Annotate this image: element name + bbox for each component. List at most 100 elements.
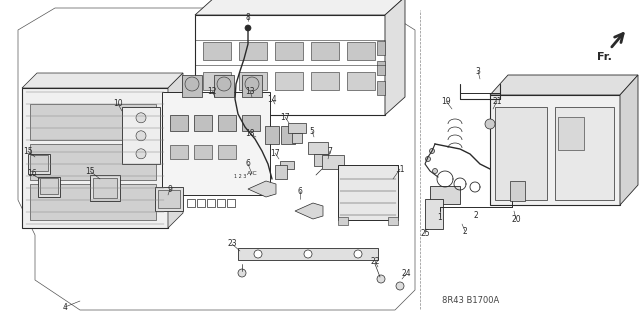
Bar: [30, 184, 156, 220]
Bar: [338, 165, 398, 220]
Polygon shape: [168, 73, 183, 228]
Bar: [275, 42, 303, 60]
Bar: [22, 88, 168, 228]
Text: 12: 12: [207, 86, 217, 95]
Bar: [158, 190, 180, 208]
Bar: [170, 115, 188, 131]
Bar: [275, 165, 287, 179]
Bar: [242, 75, 262, 97]
Bar: [377, 81, 385, 95]
Text: 25: 25: [420, 229, 430, 239]
Text: 21: 21: [492, 97, 502, 106]
Bar: [281, 125, 295, 144]
Bar: [347, 72, 375, 90]
Polygon shape: [620, 75, 638, 205]
Polygon shape: [490, 75, 638, 95]
Text: 20: 20: [511, 214, 521, 224]
Circle shape: [136, 131, 146, 141]
Polygon shape: [385, 0, 405, 115]
Text: 1: 1: [438, 212, 442, 221]
Bar: [377, 41, 385, 55]
Bar: [308, 142, 328, 154]
Bar: [347, 42, 375, 60]
Text: A/C: A/C: [246, 170, 257, 175]
Bar: [314, 154, 328, 166]
Bar: [122, 108, 160, 164]
Bar: [495, 107, 547, 200]
Text: 16: 16: [27, 169, 37, 179]
Text: 10: 10: [113, 100, 123, 108]
Bar: [93, 178, 117, 198]
Bar: [311, 72, 339, 90]
Bar: [155, 187, 183, 211]
Bar: [40, 178, 58, 194]
Polygon shape: [248, 181, 276, 197]
Bar: [280, 161, 294, 169]
Circle shape: [304, 250, 312, 258]
Bar: [195, 15, 385, 115]
Bar: [218, 145, 236, 159]
Text: 18: 18: [245, 130, 255, 138]
Bar: [30, 104, 156, 140]
Text: 2: 2: [474, 211, 478, 219]
Circle shape: [433, 168, 438, 174]
Bar: [311, 42, 339, 60]
Text: 14: 14: [267, 94, 277, 103]
Polygon shape: [295, 203, 323, 219]
Text: 7: 7: [328, 146, 332, 155]
Text: 1 2 3: 1 2 3: [234, 174, 246, 180]
Bar: [557, 117, 584, 150]
Bar: [28, 154, 50, 174]
Circle shape: [426, 157, 431, 161]
Circle shape: [136, 149, 146, 159]
Bar: [239, 42, 267, 60]
Bar: [182, 75, 202, 97]
Text: 11: 11: [396, 165, 404, 174]
Text: 3: 3: [476, 66, 481, 76]
Circle shape: [485, 119, 495, 129]
Circle shape: [254, 250, 262, 258]
Bar: [30, 144, 156, 180]
Bar: [238, 248, 378, 260]
Bar: [203, 42, 231, 60]
Bar: [207, 199, 215, 207]
Circle shape: [354, 250, 362, 258]
Bar: [288, 123, 306, 133]
Bar: [214, 75, 234, 97]
Bar: [338, 217, 348, 225]
Circle shape: [377, 275, 385, 283]
Text: 8: 8: [246, 12, 250, 21]
Circle shape: [238, 269, 246, 277]
Bar: [30, 155, 48, 171]
Text: 22: 22: [371, 256, 380, 265]
Bar: [194, 115, 212, 131]
Bar: [510, 181, 525, 201]
Text: 5: 5: [310, 127, 314, 136]
Bar: [197, 199, 205, 207]
Bar: [217, 199, 225, 207]
Bar: [292, 133, 302, 143]
Text: 19: 19: [441, 97, 451, 106]
Bar: [187, 199, 195, 207]
Text: 15: 15: [23, 146, 33, 155]
Bar: [425, 199, 443, 229]
Text: 4: 4: [63, 302, 67, 311]
Text: 17: 17: [270, 149, 280, 158]
Circle shape: [245, 25, 251, 31]
Bar: [275, 72, 303, 90]
Bar: [170, 145, 188, 159]
Text: 9: 9: [168, 184, 172, 194]
Bar: [227, 199, 235, 207]
Circle shape: [245, 77, 259, 91]
Text: 2: 2: [463, 226, 467, 235]
Bar: [242, 115, 260, 131]
Bar: [218, 115, 236, 131]
Text: 24: 24: [401, 270, 411, 278]
Circle shape: [217, 77, 231, 91]
Bar: [162, 92, 270, 195]
Circle shape: [396, 282, 404, 290]
Bar: [265, 125, 279, 144]
Bar: [203, 72, 231, 90]
Text: Fr.: Fr.: [596, 52, 611, 62]
Bar: [322, 155, 344, 169]
